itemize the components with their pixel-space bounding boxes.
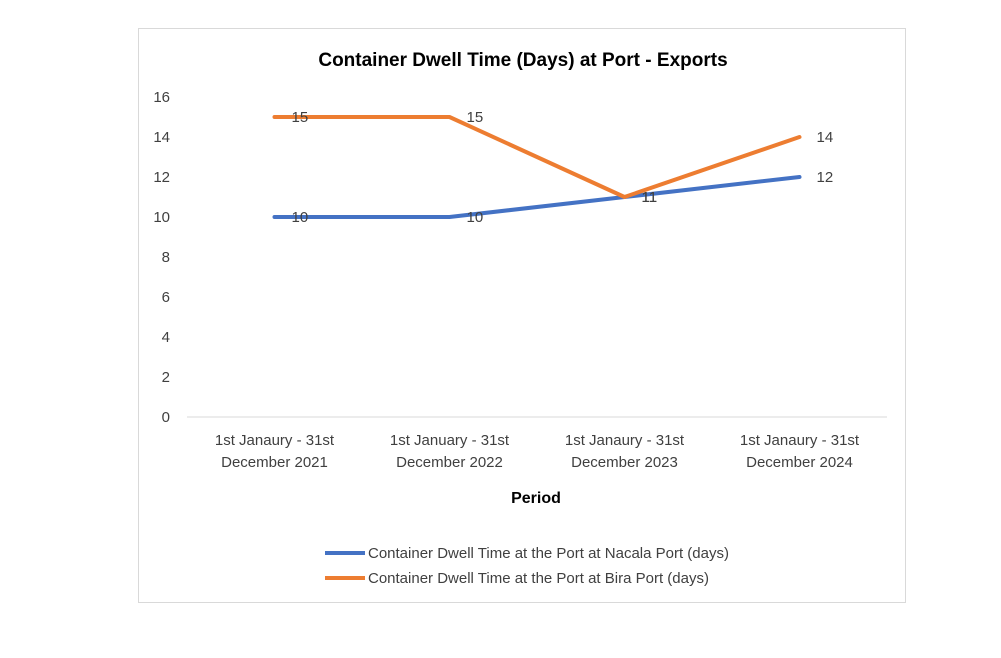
data-label: 15: [292, 109, 309, 126]
y-tick-label: 8: [162, 249, 170, 266]
data-label: 15: [467, 109, 484, 126]
y-tick-label: 4: [162, 329, 170, 346]
y-axis-ticks: 0 2 4 6 8 10 12 14 16: [153, 89, 170, 426]
y-tick-label: 14: [153, 129, 170, 146]
chart-frame: Container Dwell Time (Days) at Port - Ex…: [138, 28, 906, 603]
data-label: 14: [817, 129, 834, 146]
data-label: 11: [642, 189, 658, 206]
y-tick-label: 12: [153, 169, 170, 186]
series-line-1: [272, 175, 802, 219]
y-tick-label: 10: [153, 209, 170, 226]
x-tick-label: 1st Janaury - 31st December 2021: [215, 432, 335, 471]
x-axis-title: Period: [511, 490, 561, 507]
x-tick-label: 1st Janaury - 31st December 2024: [740, 432, 860, 471]
chart-title: Container Dwell Time (Days) at Port - Ex…: [318, 50, 727, 71]
series-lines: [272, 115, 802, 219]
x-tick-label: 1st Janaury - 31st December 2023: [565, 432, 685, 471]
data-label: 12: [817, 169, 834, 186]
data-label: 10: [467, 209, 484, 226]
y-tick-label: 16: [153, 89, 170, 106]
line-chart: Container Dwell Time (Days) at Port - Ex…: [153, 50, 887, 587]
y-tick-label: 6: [162, 289, 170, 306]
y-tick-label: 0: [162, 409, 170, 426]
legend-label-2: Container Dwell Time at the Port at Bira…: [368, 570, 709, 587]
data-label: 10: [292, 209, 309, 226]
legend-label-1: Container Dwell Time at the Port at Naca…: [368, 545, 729, 562]
x-axis-categories: 1st Janaury - 31st December 2021 1st Janua…: [215, 432, 860, 471]
data-label: 11: [642, 189, 658, 206]
legend: Container Dwell Time at the Port at Naca…: [325, 545, 729, 587]
y-tick-label: 2: [162, 369, 170, 386]
series-line-2: [272, 115, 802, 199]
x-tick-label: 1st January - 31st December 2022: [390, 432, 510, 471]
